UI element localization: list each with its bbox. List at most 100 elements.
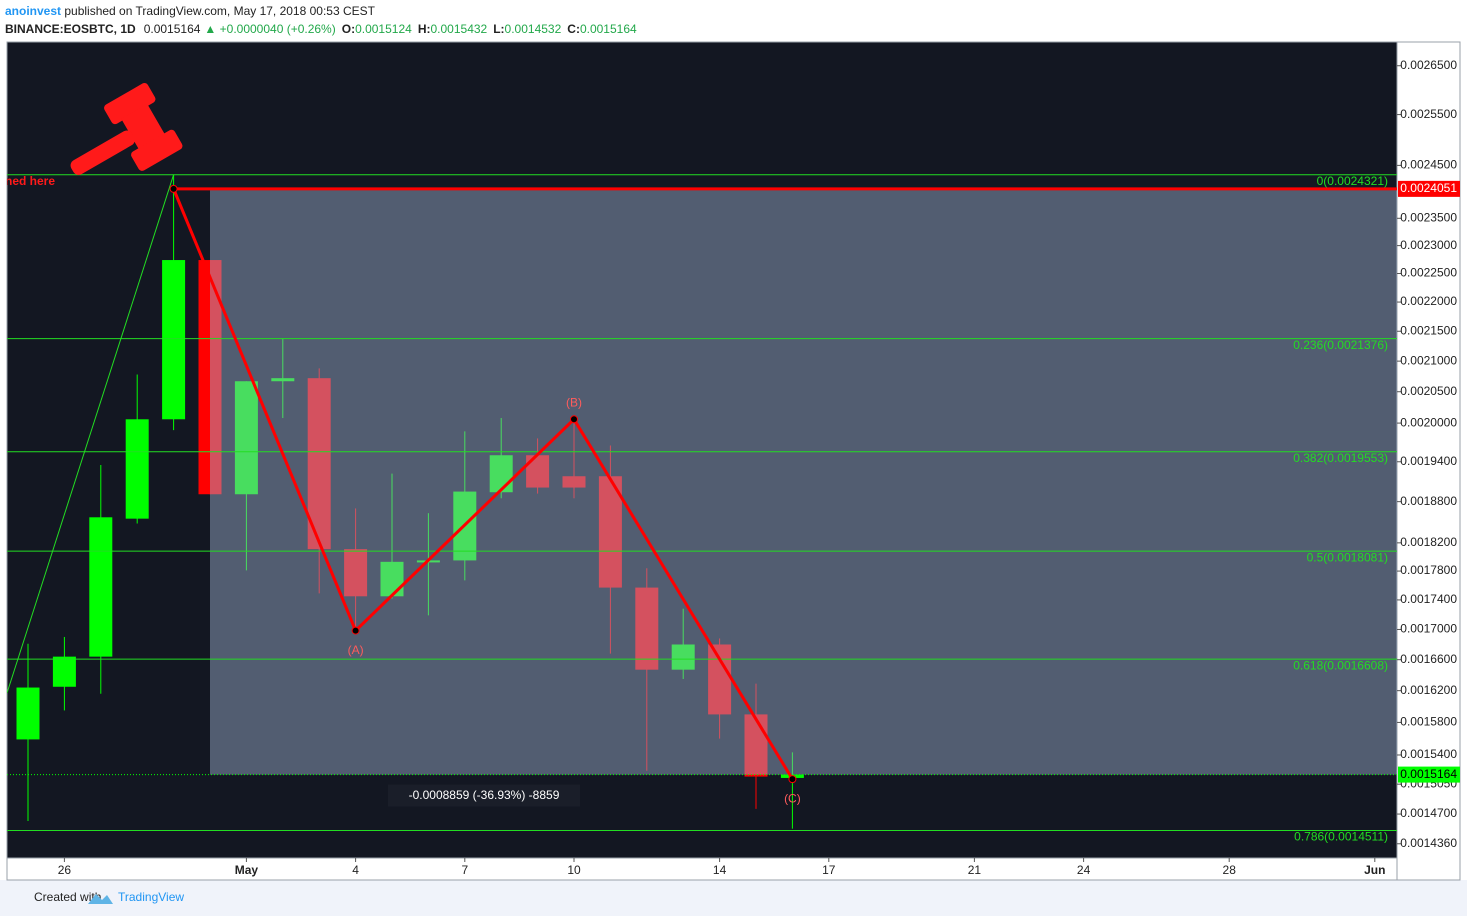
y-tick-label: 0.0017800	[1400, 563, 1457, 577]
candle-body	[526, 455, 550, 488]
candle-body	[271, 378, 295, 382]
pattern-point	[788, 775, 797, 784]
candle-body	[708, 644, 732, 715]
candle-body	[89, 517, 113, 657]
y-tick-label: 0.0018200	[1400, 535, 1457, 549]
fib-label: 0.618(0.0016608)	[1293, 658, 1388, 672]
footer-text: Created with	[34, 890, 101, 904]
pattern-label: (B)	[566, 395, 582, 409]
y-tick-label: 0.0019400	[1400, 454, 1457, 468]
y-tick-label: 0.0014700	[1400, 806, 1457, 820]
ohlc-key: O:	[342, 22, 355, 36]
price-label-bg	[1398, 766, 1460, 783]
ohlc-value: 0.0015124	[355, 22, 412, 36]
x-tick-label: May	[235, 863, 259, 877]
pattern-label: (A)	[348, 643, 364, 657]
footer-bg	[0, 880, 1467, 916]
brand-logo	[88, 894, 113, 904]
y-tick-label: 0.0015400	[1400, 747, 1457, 761]
y-tick-label: 0.0020500	[1400, 384, 1457, 398]
fib-label: 0(0.0024321)	[1317, 174, 1388, 188]
pattern-line	[172, 188, 794, 780]
y-tick-label: 0.0022500	[1400, 266, 1457, 280]
x-tick-label: 21	[968, 863, 982, 877]
candle-body	[598, 476, 622, 588]
frame	[6, 41, 1461, 881]
y-tick-label: 0.0020000	[1400, 415, 1457, 429]
fib-label: 0.236(0.0021376)	[1293, 338, 1388, 352]
ohlc-key: C:	[567, 22, 580, 36]
pattern-point	[351, 626, 360, 635]
y-tick-label: 0.0022000	[1400, 294, 1457, 308]
y-tick-label: 0.0015800	[1400, 715, 1457, 729]
y-tick-label: 0.0024500	[1400, 158, 1457, 172]
candle-body	[234, 381, 258, 495]
candle-body	[635, 587, 659, 670]
header-line-1: anoinvest published on TradingView.com, …	[5, 4, 376, 18]
pattern-label: (C)	[784, 791, 801, 805]
ohlc-key: H:	[418, 22, 431, 36]
pattern-point	[570, 415, 578, 424]
gavel-handle	[70, 130, 135, 175]
candle-body	[125, 419, 149, 519]
measure-label: -0.0008859 (-36.93%) -8859	[409, 788, 560, 802]
y-tick-label: 0.0026500	[1400, 58, 1457, 72]
x-tick-label: 28	[1223, 863, 1237, 877]
y-tick-label: 0.0014360	[1400, 836, 1457, 850]
gavel-head	[131, 129, 183, 171]
y-tick-label: 0.0021500	[1400, 323, 1457, 337]
y-tick-label: 0.0018800	[1400, 494, 1457, 508]
price-label-bg	[1398, 180, 1460, 197]
y-tick-label: 0.0025500	[1400, 107, 1457, 121]
candle-body	[380, 561, 404, 597]
y-tick-label: 0.0016600	[1400, 652, 1457, 666]
candle-body	[344, 549, 368, 597]
ohlc-value: 0.0015164	[580, 22, 637, 36]
candle-body	[162, 260, 186, 420]
x-tick-label: Jun	[1364, 863, 1385, 877]
price-label: 0.0015164	[1400, 767, 1457, 781]
price-label: 0.0024051	[1400, 181, 1457, 195]
y-tick-label: 0.0023000	[1400, 238, 1457, 252]
candle-body	[52, 656, 76, 687]
gavel-icon	[70, 83, 183, 175]
ohlc-value: 0.0015432	[430, 22, 487, 36]
header-line-2: BINANCE:EOSBTC, 1D 0.0015164 ▲ +0.0000040 …	[5, 22, 637, 36]
x-tick-label: 24	[1077, 863, 1091, 877]
ohlc-value: 0.0014532	[505, 22, 562, 36]
y-tick-label: 0.0016200	[1400, 683, 1457, 697]
fib-label: 0.786(0.0014511)	[1294, 830, 1388, 844]
candles	[16, 174, 804, 829]
x-tick-label: 14	[713, 863, 727, 877]
change: ▲ +0.0000040 (+0.26%)	[204, 22, 335, 36]
candle-body	[16, 687, 40, 740]
y-tick-label: 0.0017400	[1400, 592, 1457, 606]
measure-label-bg	[388, 784, 580, 807]
y-tick-label: 0.0023500	[1400, 210, 1457, 224]
x-tick-label: 7	[461, 863, 468, 877]
fib-trend	[7, 174, 175, 694]
published: published on TradingView.com, May 17, 20…	[61, 4, 376, 18]
candle-body	[562, 476, 586, 488]
gavel-body	[121, 103, 166, 151]
y-tick-label: 0.0017000	[1400, 622, 1457, 636]
ohlc-key: L:	[493, 22, 504, 36]
x-tick-label: 10	[567, 863, 581, 877]
brand[interactable]: TradingView	[118, 890, 184, 904]
author[interactable]: anoinvest	[5, 4, 61, 18]
pattern-point	[169, 184, 178, 193]
x-tick-label: 4	[352, 863, 359, 877]
fib-label: 0.5(0.0018081)	[1307, 550, 1388, 564]
x-tick-label: 26	[58, 863, 72, 877]
candle-body	[671, 644, 695, 670]
measure-box	[210, 188, 1397, 775]
fib-label: 0.382(0.0019553)	[1293, 451, 1388, 465]
symbol: BINANCE:EOSBTC, 1D	[5, 22, 136, 36]
candle-body	[307, 378, 331, 550]
candle-body	[198, 260, 222, 495]
last-price: 0.0015164	[144, 22, 201, 36]
x-tick-label: 17	[822, 863, 836, 877]
annotation: ned here	[5, 174, 55, 188]
y-tick-label: 0.0021000	[1400, 353, 1457, 367]
